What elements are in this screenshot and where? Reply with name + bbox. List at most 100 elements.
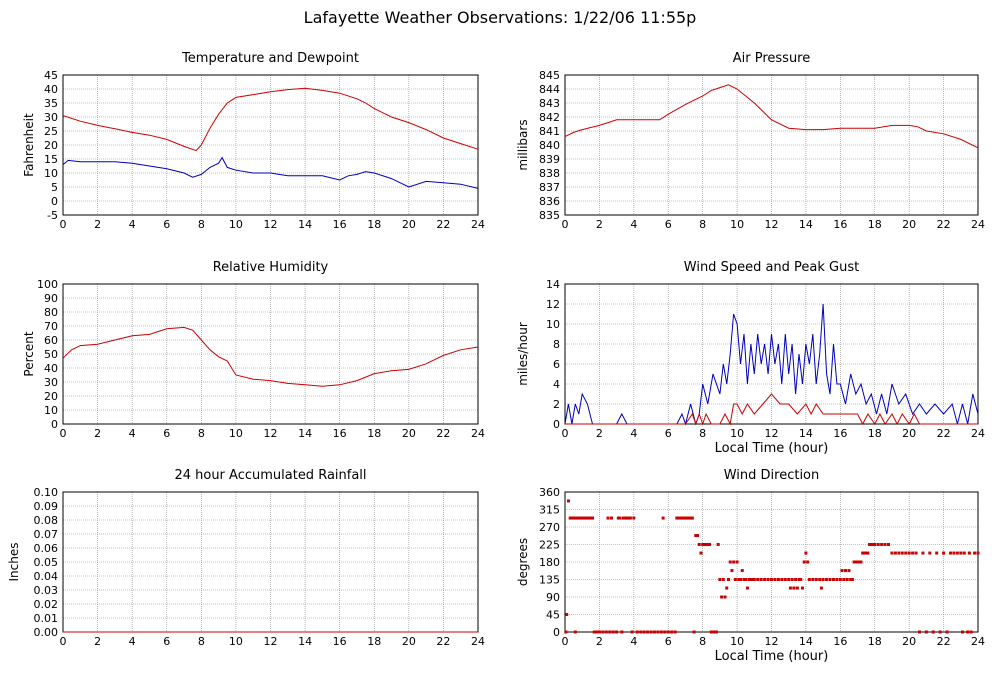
grid	[564, 74, 979, 216]
data-point	[706, 543, 710, 546]
x-tick-label: 0	[562, 635, 569, 648]
data-point	[592, 630, 596, 634]
x-tick-label: 10	[730, 635, 744, 648]
x-tick-label: 0	[562, 427, 569, 440]
data-point	[597, 630, 601, 634]
data-point	[639, 630, 643, 634]
data-point	[780, 578, 784, 581]
data-point	[794, 578, 798, 581]
page-title: Lafayette Weather Observations: 1/22/06 …	[303, 8, 697, 27]
data-point	[711, 630, 715, 634]
y-tick-label: 0.09	[34, 500, 59, 513]
data-point	[928, 551, 932, 555]
x-tick-label: 6	[665, 635, 672, 648]
data-point	[635, 630, 639, 634]
data-point	[819, 586, 823, 590]
y-tick-label: 0.00	[34, 626, 59, 639]
x-tick-label: 18	[868, 635, 882, 648]
data-point	[770, 578, 773, 581]
data-point	[864, 551, 868, 555]
data-point	[843, 569, 847, 573]
x-tick-label: 10	[229, 427, 243, 440]
x-tick-label: 4	[129, 635, 136, 648]
series-points	[564, 499, 980, 634]
x-tick-label: 6	[665, 427, 672, 440]
data-point	[917, 630, 921, 634]
data-point	[859, 560, 863, 564]
data-point	[732, 560, 736, 564]
data-point	[568, 516, 572, 520]
x-tick-label: 22	[937, 427, 951, 440]
x-tick-label: 0	[60, 635, 67, 648]
data-point	[728, 560, 732, 564]
y-tick-label: 20	[44, 390, 58, 403]
x-tick-label: 2	[596, 427, 603, 440]
x-tick-label: 10	[730, 218, 744, 231]
y-axis-label: millibars	[516, 119, 530, 170]
data-point	[744, 578, 748, 581]
data-point	[585, 516, 589, 520]
plot-frame	[564, 491, 979, 633]
x-tick-label: 14	[298, 218, 312, 231]
y-tick-label: 839	[539, 153, 560, 166]
y-tick-label: 0.03	[34, 584, 59, 597]
data-point	[649, 630, 653, 634]
y-tick-label: 840	[539, 139, 560, 152]
data-point	[661, 516, 665, 520]
data-point	[716, 543, 720, 546]
x-tick-label: 24	[471, 635, 485, 648]
y-tick-label: 35	[44, 97, 58, 110]
data-point	[871, 543, 875, 546]
x-tick-label: 22	[937, 218, 951, 231]
y-tick-label: 0	[51, 418, 58, 431]
x-tick-label: 6	[163, 427, 170, 440]
data-point	[811, 578, 815, 581]
data-point	[718, 578, 722, 581]
grid	[62, 283, 479, 425]
data-point	[838, 578, 842, 581]
x-tick-label: 24	[971, 218, 985, 231]
x-tick-label: 14	[799, 427, 813, 440]
data-point	[955, 551, 959, 555]
data-point	[969, 630, 973, 634]
x-tick-label: 18	[367, 218, 381, 231]
data-point	[857, 560, 861, 564]
data-point	[924, 630, 928, 634]
x-tick-label: 20	[402, 218, 416, 231]
data-point	[831, 578, 835, 581]
grid	[62, 74, 479, 216]
grid	[62, 491, 479, 633]
data-point	[962, 551, 966, 555]
x-tick-label: 14	[298, 635, 312, 648]
data-point	[835, 578, 839, 581]
data-point	[800, 586, 804, 590]
data-point	[776, 578, 780, 581]
data-point	[709, 630, 713, 634]
data-point	[689, 516, 693, 520]
data-point	[694, 534, 698, 538]
data-point	[799, 578, 803, 581]
data-point	[948, 551, 952, 555]
x-tick-label: 8	[198, 218, 205, 231]
data-point	[976, 551, 980, 555]
x-tick-label: 6	[665, 218, 672, 231]
data-point	[692, 630, 696, 634]
x-tick-label: 4	[129, 427, 136, 440]
y-tick-label: 843	[539, 97, 560, 110]
y-tick-label: 2	[553, 398, 560, 411]
x-tick-label: 8	[198, 635, 205, 648]
y-axis-label: miles/hour	[516, 322, 530, 386]
y-tick-label: 80	[44, 306, 58, 319]
data-point	[591, 516, 595, 520]
y-tick-label: 90	[44, 292, 58, 305]
x-tick-label: 0	[562, 218, 569, 231]
data-point	[866, 551, 870, 555]
data-point	[596, 630, 600, 634]
y-axis-label: Fahrenheit	[22, 113, 36, 177]
data-point	[696, 534, 700, 538]
data-point	[584, 516, 588, 520]
x-tick-label: 2	[94, 427, 101, 440]
chart-title: 24 hour Accumulated Rainfall	[174, 468, 366, 483]
